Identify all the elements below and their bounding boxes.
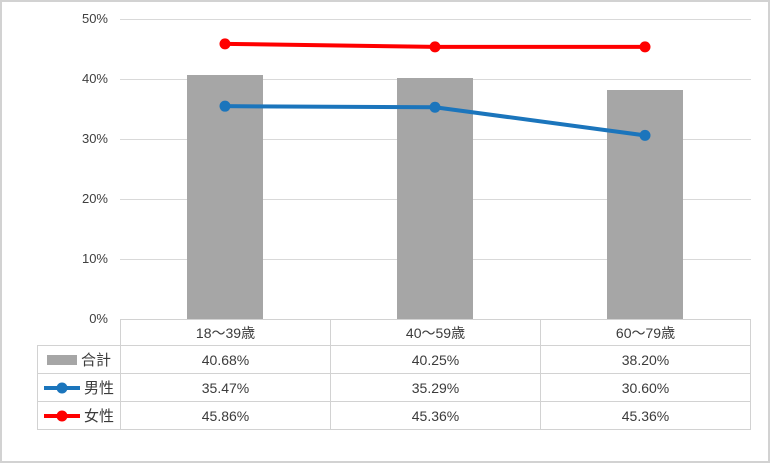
table-header-cat3: 60〜79歳 bbox=[540, 319, 751, 346]
bar-total-cat2 bbox=[397, 77, 473, 319]
table-header-cat2: 40〜59歳 bbox=[330, 319, 541, 346]
legend-line-marker-icon bbox=[43, 410, 80, 421]
y-axis-tick-label: 10% bbox=[81, 251, 108, 266]
table-value-total-cat2: 40.25% bbox=[330, 345, 541, 374]
gridline bbox=[120, 18, 751, 20]
y-axis-tick-label: 50% bbox=[81, 11, 108, 26]
y-axis-tick-label: 0% bbox=[89, 311, 108, 326]
table-value-female-cat1: 45.86% bbox=[120, 401, 331, 430]
line-series-layer bbox=[219, 38, 651, 141]
legend-bar-swatch-icon bbox=[46, 354, 77, 365]
table-value-male-cat1: 35.47% bbox=[120, 373, 331, 402]
marker-female-cat2 bbox=[429, 41, 441, 53]
legend-line-marker-icon bbox=[43, 382, 80, 393]
table-value-total-cat1: 40.68% bbox=[120, 345, 331, 374]
bar-total-cat1 bbox=[187, 74, 263, 319]
legend-item-total: 合計 bbox=[37, 345, 121, 374]
marker-male-cat2 bbox=[429, 101, 441, 113]
y-axis-tick-label: 20% bbox=[81, 191, 108, 206]
table-value-female-cat2: 45.36% bbox=[330, 401, 541, 430]
legend-line-dot-icon bbox=[56, 410, 68, 421]
y-axis-tick-label: 30% bbox=[81, 131, 108, 146]
y-axis-tick-label: 40% bbox=[81, 71, 108, 86]
legend-item-male: 男性 bbox=[37, 373, 121, 402]
legend-label-male: 男性 bbox=[83, 380, 114, 397]
table-value-total-cat3: 38.20% bbox=[540, 345, 751, 374]
table-header-cat1: 18〜39歳 bbox=[120, 319, 331, 346]
bar-total-cat3 bbox=[607, 89, 683, 319]
legend-line-dot-icon bbox=[56, 382, 68, 393]
table-value-female-cat3: 45.36% bbox=[540, 401, 751, 430]
marker-male-cat3 bbox=[639, 129, 651, 141]
legend-item-female: 女性 bbox=[37, 401, 121, 430]
legend-label-total: 合計 bbox=[80, 352, 111, 369]
legend-label-female: 女性 bbox=[83, 408, 114, 425]
table-value-male-cat3: 30.60% bbox=[540, 373, 751, 402]
marker-male-cat1 bbox=[219, 100, 231, 112]
marker-female-cat3 bbox=[639, 41, 651, 53]
marker-female-cat1 bbox=[219, 38, 231, 50]
table-value-male-cat2: 35.29% bbox=[330, 373, 541, 402]
